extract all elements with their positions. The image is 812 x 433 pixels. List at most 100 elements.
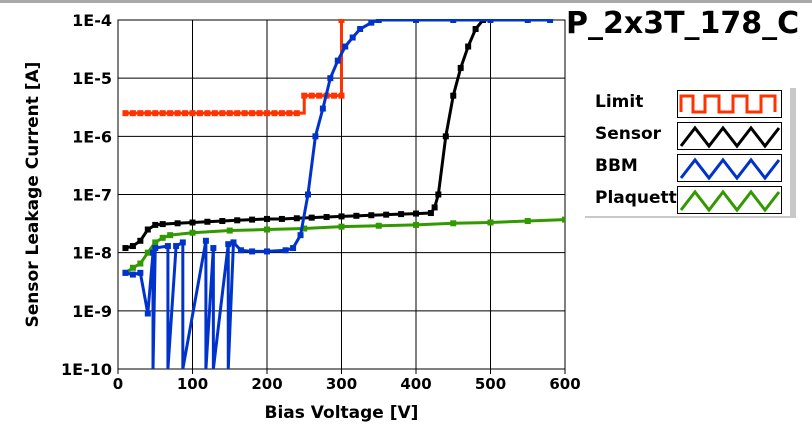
data-point: [256, 110, 263, 117]
data-point: [249, 110, 256, 117]
data-point: [122, 110, 129, 117]
data-point: [202, 237, 209, 244]
data-point: [264, 215, 270, 222]
data-point: [204, 110, 211, 117]
data-point: [249, 216, 256, 223]
data-point: [137, 269, 144, 276]
legend-label: Sensor: [595, 124, 662, 144]
data-point: [301, 225, 308, 232]
data-point: [144, 110, 151, 117]
data-point: [159, 221, 166, 228]
legend-item-plaquette[interactable]: Plaquette: [585, 184, 785, 216]
data-point: [413, 210, 419, 217]
data-point: [290, 245, 297, 252]
legend-label: Plaquette: [595, 188, 689, 208]
x-tick-label: 0: [113, 375, 123, 393]
data-point: [331, 92, 338, 99]
series-limit: [122, 19, 345, 117]
y-tick-label: 1E-8: [72, 244, 112, 263]
data-point: [264, 110, 270, 117]
data-point: [547, 19, 554, 23]
legend-item-bbm[interactable]: BBM: [585, 152, 785, 184]
data-point: [152, 239, 159, 246]
data-point: [524, 218, 531, 225]
y-tick-label: 1E-4: [72, 11, 112, 30]
data-point: [427, 210, 434, 217]
data-point: [297, 232, 304, 239]
data-point: [316, 92, 323, 99]
series-line: [125, 19, 551, 369]
data-point: [152, 221, 159, 228]
data-point: [278, 110, 285, 117]
swatch-line: [679, 189, 781, 213]
y-tick-label: 1E-5: [72, 69, 112, 88]
data-point: [562, 216, 565, 223]
legend: Limit Sensor BBM Plaquette: [585, 88, 796, 218]
data-point: [129, 264, 136, 271]
data-point: [450, 220, 457, 227]
data-point: [442, 133, 449, 140]
data-point: [173, 243, 180, 250]
data-point: [167, 232, 174, 239]
data-point: [338, 19, 345, 23]
data-point: [122, 269, 129, 276]
data-point: [413, 19, 419, 23]
data-point: [338, 223, 345, 230]
data-point: [304, 191, 311, 198]
data-point: [196, 110, 203, 117]
data-point: [338, 213, 345, 220]
data-point: [129, 243, 136, 250]
data-point: [234, 110, 241, 117]
data-point: [137, 110, 144, 117]
data-point: [211, 110, 218, 117]
data-point: [312, 133, 319, 140]
data-point: [375, 222, 382, 229]
series-sensor: [122, 19, 487, 252]
top-border: [0, 0, 812, 3]
limit-swatch-icon: [677, 90, 782, 118]
data-point: [264, 226, 270, 233]
data-point: [286, 110, 293, 117]
data-point: [457, 64, 464, 71]
data-point: [323, 214, 330, 221]
data-point: [353, 212, 360, 219]
y-axis-label: Sensor Leakage Current [A]: [23, 62, 43, 328]
swatch-line: [679, 125, 781, 149]
data-point: [122, 245, 129, 252]
data-point: [189, 219, 196, 226]
plaquette-swatch-icon: [677, 186, 782, 214]
data-point: [368, 212, 375, 219]
chart-title: P_2x3T_178_C: [566, 6, 800, 41]
x-tick-label: 500: [475, 375, 506, 393]
series-bbm: [122, 19, 554, 369]
y-tick-label: 1E-9: [72, 302, 112, 321]
legend-item-limit[interactable]: Limit: [585, 88, 785, 120]
data-point: [230, 239, 237, 246]
data-point: [293, 110, 300, 117]
data-point: [189, 229, 196, 236]
data-point: [241, 110, 248, 117]
data-point: [450, 19, 457, 23]
data-point: [319, 105, 326, 112]
data-point: [159, 234, 166, 241]
y-tick-label: 1E-10: [61, 360, 112, 379]
data-point: [338, 92, 345, 99]
data-point: [271, 110, 278, 117]
x-axis-label: Bias Voltage [V]: [265, 403, 419, 423]
data-point: [159, 110, 166, 117]
data-point: [129, 110, 136, 117]
legend-item-sensor[interactable]: Sensor: [585, 120, 785, 152]
bbm-swatch-icon: [677, 154, 782, 182]
data-point: [152, 110, 159, 117]
y-tick-label: 1E-6: [72, 127, 112, 146]
data-point: [301, 92, 308, 99]
data-point: [349, 34, 356, 41]
data-point: [219, 218, 226, 225]
swatch-line: [679, 94, 777, 114]
data-point: [174, 110, 181, 117]
data-point: [487, 19, 494, 23]
x-tick-label: 400: [400, 375, 431, 393]
data-point: [327, 75, 334, 82]
data-point: [210, 245, 217, 252]
data-point: [435, 191, 442, 198]
